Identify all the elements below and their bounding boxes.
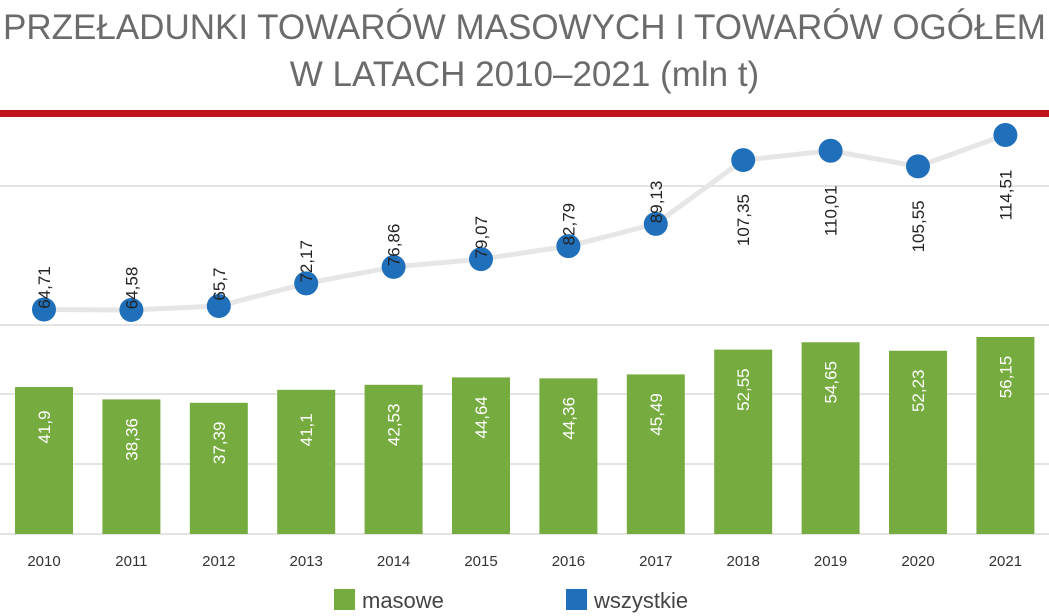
legend-label-masowe: masowe	[362, 588, 444, 613]
x-tick-2014: 2014	[377, 553, 410, 570]
bars-masowe: 41,9 38,36 37,39 41,1 42,53 44,64 44,36 45,49 52…	[15, 337, 1035, 534]
legend: masowe wszystkie	[334, 588, 688, 613]
point-label-wszystkie-2020: 105,55	[909, 200, 928, 252]
bar-masowe-2020	[889, 350, 947, 534]
bar-label-masowe-2019: 54,65	[822, 361, 841, 404]
point-label-wszystkie-2012: 65,7	[210, 267, 229, 300]
x-tick-2012: 2012	[202, 553, 235, 570]
bar-label-masowe-2016: 44,36	[559, 397, 578, 440]
point-wszystkie-2015	[469, 247, 493, 272]
point-label-wszystkie-2019: 110,01	[822, 185, 841, 236]
point-wszystkie-2010	[32, 297, 56, 322]
bar-masowe-2018	[714, 349, 773, 534]
point-label-wszystkie-2017: 89,13	[647, 181, 666, 224]
bar-masowe-2010	[15, 386, 73, 534]
x-tick-2010: 2010	[27, 553, 60, 570]
line-wszystkie: 64,71 64,58 65,7 72,17 76,86 79,07 82,79 89,13 1…	[32, 123, 1018, 322]
x-axis-ticks: 2010 2011 2012 2013 2014 2015 2016 2017 2018 2019…	[27, 553, 1022, 570]
title-accent-bar	[0, 110, 1049, 117]
point-wszystkie-2014	[381, 254, 406, 279]
legend-swatch-wszystkie	[566, 589, 587, 610]
x-tick-2019: 2019	[814, 553, 847, 570]
point-wszystkie-2016	[556, 234, 581, 259]
bar-label-masowe-2010: 41,9	[35, 410, 54, 443]
chart-title-line2: W LATACH 2010–2021 (mln t)	[289, 55, 760, 94]
bar-masowe-2021	[976, 337, 1035, 534]
x-tick-2017: 2017	[639, 553, 672, 570]
point-label-wszystkie-2018: 107,35	[734, 194, 753, 246]
bar-label-masowe-2015: 44,64	[472, 396, 491, 439]
bar-masowe-2016	[539, 378, 598, 534]
point-wszystkie-2013	[294, 271, 319, 296]
bar-masowe-2017	[626, 374, 685, 534]
bar-masowe-2014	[364, 384, 423, 534]
bar-masowe-2019	[801, 342, 860, 534]
point-wszystkie-2018	[731, 148, 756, 173]
bar-label-masowe-2017: 45,49	[647, 393, 666, 436]
line-path-wszystkie	[43, 132, 1007, 313]
gridlines	[0, 185, 1049, 535]
bar-label-masowe-2013: 41,1	[297, 413, 316, 446]
bar-masowe-2013	[277, 389, 336, 534]
point-label-wszystkie-2014: 76,86	[385, 224, 404, 267]
x-tick-2013: 2013	[290, 553, 323, 570]
point-label-wszystkie-2021: 114,51	[996, 170, 1015, 221]
point-label-wszystkie-2010: 64,71	[35, 266, 54, 309]
point-label-wszystkie-2016: 82,79	[559, 203, 578, 246]
bar-masowe-2015	[452, 377, 510, 534]
chart-title-line1: PRZEŁADUNKI TOWARÓW MASOWYCH I TOWARÓW O…	[3, 8, 1046, 47]
legend-swatch-masowe	[334, 589, 355, 610]
point-label-wszystkie-2015: 79,07	[472, 216, 491, 259]
x-tick-2020: 2020	[901, 553, 934, 570]
point-label-wszystkie-2011: 64,58	[122, 267, 141, 310]
point-wszystkie-2019	[818, 138, 843, 163]
point-wszystkie-2017	[643, 211, 668, 236]
bar-label-masowe-2018: 52,55	[734, 368, 753, 411]
x-tick-2018: 2018	[727, 553, 760, 570]
point-label-wszystkie-2013: 72,17	[297, 240, 316, 283]
x-tick-2016: 2016	[552, 553, 585, 570]
point-wszystkie-2011	[119, 297, 144, 322]
point-wszystkie-2021	[993, 123, 1018, 147]
bar-label-masowe-2020: 52,23	[909, 369, 928, 412]
bar-masowe-2011	[102, 399, 161, 534]
x-tick-2011: 2011	[115, 553, 147, 570]
legend-label-wszystkie: wszystkie	[593, 588, 688, 613]
point-wszystkie-2020	[906, 154, 930, 179]
bar-label-masowe-2021: 56,15	[996, 356, 1015, 399]
bar-label-masowe-2012: 37,39	[210, 422, 229, 465]
chart-title: PRZEŁADUNKI TOWARÓW MASOWYCH I TOWARÓW O…	[0, 4, 1049, 98]
bar-masowe-2012	[189, 402, 248, 534]
point-wszystkie-2012	[206, 294, 231, 319]
bar-label-masowe-2014: 42,53	[385, 404, 404, 447]
x-tick-2015: 2015	[464, 553, 497, 570]
bar-label-masowe-2011: 38,36	[122, 418, 141, 461]
x-tick-2021: 2021	[989, 553, 1022, 570]
